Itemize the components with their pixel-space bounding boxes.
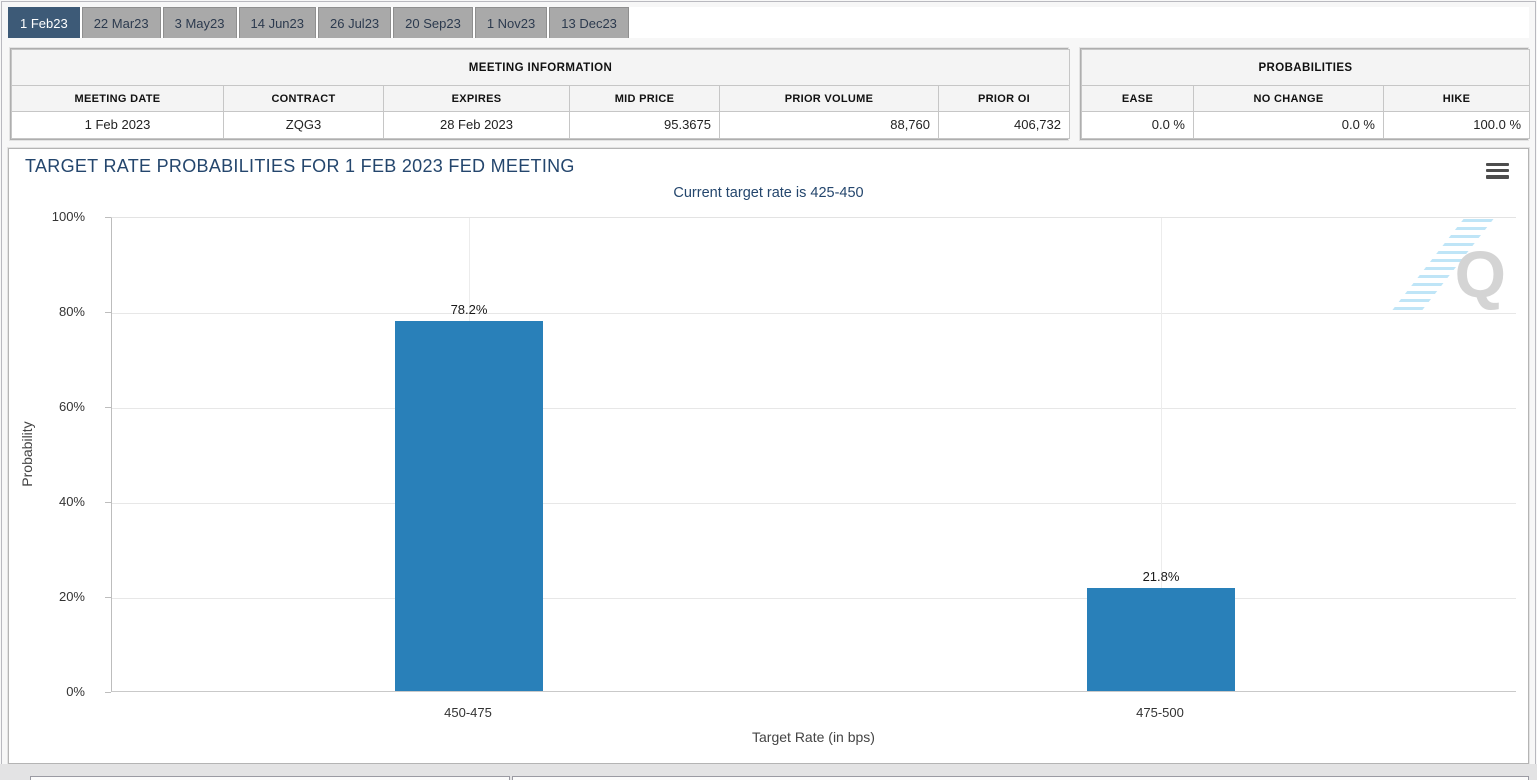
ytick-mark <box>105 407 111 408</box>
col-header-prior-volume: PRIOR VOLUME <box>719 85 939 112</box>
gridline-80 <box>112 313 1516 314</box>
col-header-prior-oi: PRIOR OI <box>938 85 1070 112</box>
gridline-cat2 <box>1161 218 1162 691</box>
tab-20sep23[interactable]: 20 Sep23 <box>393 7 473 38</box>
ytick-mark <box>105 312 111 313</box>
bar-450-475[interactable] <box>395 321 543 691</box>
gridline-40 <box>112 503 1516 504</box>
ytick-40: 40% <box>58 494 85 509</box>
y-axis-title: Probability <box>19 421 35 487</box>
tab-26jul23[interactable]: 26 Jul23 <box>318 7 392 38</box>
prior-volume-value: 88,760 <box>719 110 939 140</box>
col-header-expires: EXPIRES <box>383 85 570 112</box>
bar-475-500[interactable] <box>1087 587 1235 691</box>
bar-value-label: 78.2% <box>450 302 488 318</box>
ytick-mark <box>105 217 111 218</box>
col-header-contract: CONTRACT <box>223 85 384 112</box>
xcat-450-475: 450-475 <box>444 705 492 720</box>
bar-value-label: 21.8% <box>1142 568 1180 584</box>
ytick-60: 60% <box>58 399 85 414</box>
col-header-mid-price: MID PRICE <box>569 85 720 112</box>
gridline-60 <box>112 408 1516 409</box>
chart-title: TARGET RATE PROBABILITIES FOR 1 FEB 2023… <box>25 156 575 176</box>
target-rate-chart-panel: TARGET RATE PROBABILITIES FOR 1 FEB 2023… <box>8 148 1529 764</box>
prior-oi-value: 406,732 <box>938 110 1070 140</box>
ytick-80: 80% <box>58 304 85 319</box>
contract-value: ZQG3 <box>223 110 384 140</box>
meeting-info-row: 1 Feb 2023 ZQG3 28 Feb 2023 95.3675 88,7… <box>11 110 1070 140</box>
mid-price-value: 95.3675 <box>569 110 720 140</box>
plot-area: 78.2% 21.8% <box>111 217 1516 692</box>
meeting-information-title: MEETING INFORMATION <box>11 48 1070 87</box>
col-header-hike: HIKE <box>1383 85 1530 112</box>
meeting-information-panel: MEETING INFORMATION MEETING DATE CONTRAC… <box>10 48 1070 140</box>
meeting-date-tabbar: 1 Feb23 22 Mar23 3 May23 14 Jun23 26 Jul… <box>8 7 1529 38</box>
hamburger-menu-icon[interactable] <box>1486 163 1509 179</box>
ytick-100: 100% <box>51 209 85 224</box>
col-header-meeting-date: MEETING DATE <box>11 85 224 112</box>
gridline-20 <box>112 598 1516 599</box>
meeting-date-value: 1 Feb 2023 <box>11 110 224 140</box>
tab-13dec23[interactable]: 13 Dec23 <box>549 7 629 38</box>
probabilities-title: PROBABILITIES <box>1081 48 1530 87</box>
xcat-475-500: 475-500 <box>1136 705 1184 720</box>
col-header-no-change: NO CHANGE <box>1193 85 1384 112</box>
ease-value: 0.0 % <box>1081 110 1194 140</box>
probabilities-panel: PROBABILITIES EASE NO CHANGE HIKE 0.0 % … <box>1080 48 1530 140</box>
hike-value: 100.0 % <box>1383 110 1530 140</box>
bottom-gap-strip <box>0 764 1537 780</box>
chart-subtitle: Current target rate is 425-450 <box>673 185 864 201</box>
ytick-20: 20% <box>58 589 85 604</box>
ytick-mark <box>105 692 111 693</box>
tab-1feb23[interactable]: 1 Feb23 <box>8 7 80 38</box>
no-change-value: 0.0 % <box>1193 110 1384 140</box>
tab-14jun23[interactable]: 14 Jun23 <box>238 7 316 38</box>
col-header-ease: EASE <box>1081 85 1194 112</box>
probabilities-row: 0.0 % 0.0 % 100.0 % <box>1081 110 1530 140</box>
next-section-panel-right <box>512 776 1529 780</box>
x-axis-title: Target Rate (in bps) <box>752 729 875 745</box>
ytick-mark <box>105 597 111 598</box>
tab-1nov23[interactable]: 1 Nov23 <box>474 7 548 38</box>
tab-3may23[interactable]: 3 May23 <box>162 7 237 38</box>
ytick-0: 0% <box>66 684 85 699</box>
next-section-panel-left <box>30 776 510 780</box>
bar-group-450-475: 78.2% <box>395 218 543 691</box>
ytick-mark <box>105 502 111 503</box>
expires-value: 28 Feb 2023 <box>383 110 570 140</box>
bar-group-475-500: 21.8% <box>1087 218 1235 691</box>
tab-22mar23[interactable]: 22 Mar23 <box>81 7 161 38</box>
